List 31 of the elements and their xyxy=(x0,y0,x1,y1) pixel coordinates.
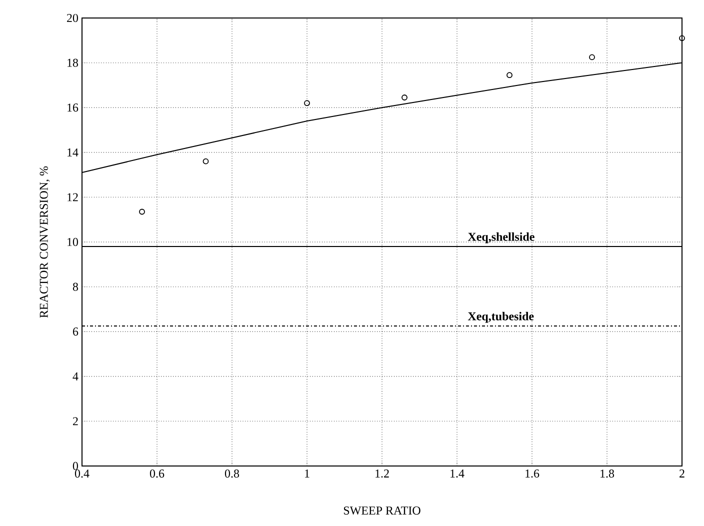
x-tick-label: 1.8 xyxy=(600,470,614,478)
point xyxy=(402,94,408,100)
ref-line-label: Xeq,shellside xyxy=(468,232,534,244)
y-tick-label: 8 xyxy=(72,282,78,291)
ref-line-label: Xeq,tubeside xyxy=(468,312,534,323)
point xyxy=(304,100,310,106)
point xyxy=(506,72,512,78)
x-tick-label: 1.6 xyxy=(526,470,540,478)
y-tick-label: 18 xyxy=(68,58,78,67)
y-tick-label: 4 xyxy=(72,372,78,380)
y-tick-label: 10 xyxy=(68,238,78,246)
x-tick-label: 0.6 xyxy=(150,470,164,478)
x-tick-label: 2 xyxy=(680,470,684,478)
x-tick-label: 1.4 xyxy=(450,470,464,478)
x-tick-label: 0.8 xyxy=(224,470,240,478)
x-tick-label: 1.2 xyxy=(376,470,389,478)
x-tick-label: 1 xyxy=(305,470,310,478)
y-tick-label: 12 xyxy=(68,193,78,202)
point xyxy=(139,208,145,215)
y-tick-label: 6 xyxy=(72,328,78,336)
y-tick-label: 14 xyxy=(68,148,78,156)
x-tick-label: 0.4 xyxy=(74,470,90,478)
x-axis-title: SWEEP RATIO xyxy=(344,506,420,515)
y-tick-label: 16 xyxy=(68,104,78,112)
point xyxy=(202,158,209,164)
point xyxy=(679,35,685,42)
y-tick-label: 0 xyxy=(72,462,78,470)
y-axis-title: REACTOR CONVERSION, % xyxy=(40,166,50,318)
y-tick-label: 20 xyxy=(67,14,78,22)
point xyxy=(589,54,595,60)
y-tick-label: 2 xyxy=(73,417,78,426)
